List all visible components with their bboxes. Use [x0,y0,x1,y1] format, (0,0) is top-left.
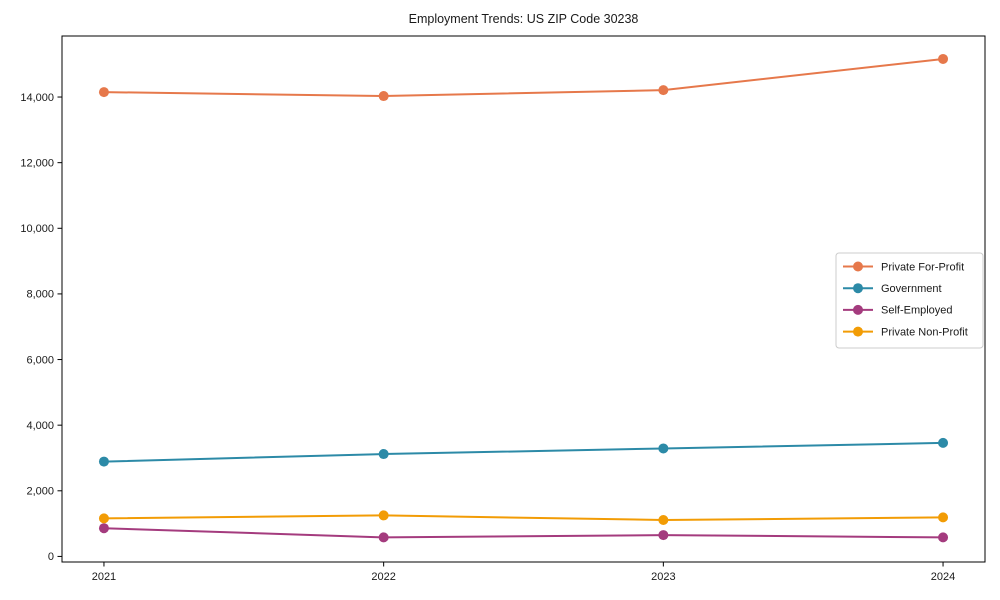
data-point-private-non-profit [658,514,669,525]
data-point-government [938,437,949,448]
y-tick-label: 14,000 [20,92,54,104]
data-point-government [378,449,389,460]
data-point-self-employed [658,530,669,541]
legend-label: Self-Employed [881,305,953,317]
data-point-self-employed [98,523,109,534]
series-line-government [103,441,944,463]
legend-item: Self-Employed [843,305,953,317]
legend-label: Government [881,283,942,295]
x-tick-label: 2023 [651,571,675,583]
data-point-private-for-profit [938,53,949,64]
legend-marker-self-employed [853,304,863,315]
x-tick-label: 2024 [931,571,955,583]
plot-border [61,35,986,563]
legend-marker-private-for-profit [853,261,863,272]
legend-box [835,252,984,349]
data-point-private-for-profit [98,87,109,98]
legend-marker-government [853,283,863,294]
data-point-private-for-profit [658,85,669,96]
y-tick-label: 0 [48,551,54,563]
y-tick-label: 12,000 [20,157,54,169]
y-tick-label: 2,000 [26,486,54,498]
data-point-self-employed [378,532,389,543]
data-point-private-for-profit [378,91,389,102]
legend-item: Government [843,283,942,295]
data-point-private-non-profit [938,512,949,523]
legend-item: Private Non-Profit [843,326,968,338]
data-point-government [658,443,669,454]
legend-marker-private-non-profit [853,326,863,337]
legend-item: Private For-Profit [843,261,964,273]
series-line-private-non-profit [103,514,944,521]
data-point-self-employed [938,532,949,543]
data-point-government [98,456,109,467]
data-point-private-non-profit [98,513,109,524]
y-tick-label: 10,000 [20,223,54,235]
chart-title: Employment Trends: US ZIP Code 30238 [409,12,639,26]
y-tick-label: 4,000 [26,420,54,432]
data-point-private-non-profit [378,510,389,521]
legend-label: Private Non-Profit [881,326,968,338]
y-tick-label: 6,000 [26,354,54,366]
legend-label: Private For-Profit [881,261,964,273]
x-tick-label: 2022 [371,571,395,583]
y-tick-label: 8,000 [26,289,54,301]
x-tick-label: 2021 [92,571,116,583]
series-line-self-employed [103,527,944,539]
series-line-private-for-profit [103,57,944,98]
legend: Private For-Profit Government Self-Employe… [835,252,984,349]
